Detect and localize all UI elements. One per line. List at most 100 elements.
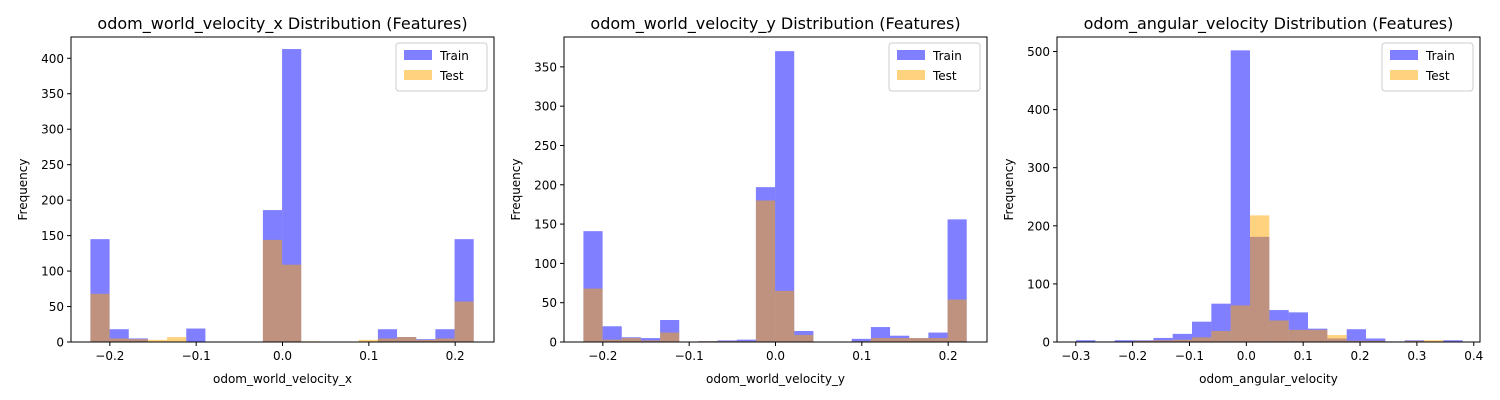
y-tick-label: 100: [41, 265, 64, 279]
histogram-bar: [1346, 329, 1367, 342]
y-tick-label: 400: [41, 52, 64, 66]
histogram-bar: [755, 200, 776, 342]
series-test: [90, 239, 474, 342]
histogram-bar: [1172, 333, 1193, 342]
y-tick-label: 50: [542, 296, 557, 310]
histogram-bar: [1114, 340, 1135, 342]
histogram-bar: [1153, 337, 1173, 342]
y-tick-label: 0: [549, 336, 557, 350]
y-tick-label: 350: [41, 87, 64, 101]
histogram-bar: [947, 299, 967, 342]
y-tick-label: 350: [534, 60, 557, 74]
y-tick-label: 150: [534, 218, 557, 232]
legend-label-train: Train: [439, 49, 469, 63]
histogram-bar: [1443, 340, 1463, 342]
legend-label-train: Train: [1425, 49, 1455, 63]
legend-swatch-test: [404, 70, 432, 80]
y-tick-label: 200: [1027, 219, 1050, 233]
histogram-bar: [435, 338, 455, 342]
x-axis-label: odom_angular_velocity: [1199, 372, 1338, 386]
histogram-bar: [397, 337, 417, 342]
chart-title: odom_world_velocity_x Distribution (Feat…: [97, 14, 467, 34]
x-tick-label: 0.1: [359, 349, 378, 363]
legend-swatch-train: [404, 50, 432, 60]
histogram-bar: [583, 288, 603, 342]
x-tick-label: 0.2: [939, 349, 958, 363]
x-axis-label: odom_world_velocity_y: [706, 372, 845, 386]
x-tick-label: −0.1: [1175, 349, 1204, 363]
y-tick-label: 300: [1027, 161, 1050, 175]
y-tick-label: 150: [41, 229, 64, 243]
x-tick-label: 0.0: [1237, 349, 1256, 363]
histogram-bar: [640, 338, 661, 342]
x-tick-label: 0.3: [1407, 349, 1426, 363]
histogram-bar: [928, 338, 948, 342]
y-tick-label: 100: [534, 257, 557, 271]
x-tick-label: −0.1: [182, 349, 211, 363]
y-axis-label: Frequency: [509, 159, 523, 221]
legend: Train Test: [888, 42, 981, 92]
histogram-bar: [1288, 329, 1309, 342]
y-axis-label: Frequency: [16, 159, 30, 221]
histogram-bar: [890, 338, 910, 342]
series-test: [1134, 215, 1463, 342]
chart-title: odom_world_velocity_y Distribution (Feat…: [590, 14, 960, 34]
histogram-bar: [377, 338, 398, 342]
histogram-bar: [621, 338, 641, 342]
histogram-bar: [416, 339, 436, 342]
histogram-bar: [660, 332, 680, 342]
histogram-bar: [109, 338, 129, 342]
histogram-bar: [794, 334, 814, 342]
y-tick-label: 100: [1027, 277, 1050, 291]
histogram-bar: [928, 332, 948, 342]
y-tick-label: 250: [41, 158, 64, 172]
histogram-bar: [602, 326, 622, 342]
x-tick-label: −0.3: [1061, 349, 1090, 363]
x-tick-label: −0.1: [675, 349, 704, 363]
chart-title: odom_angular_velocity Distribution (Feat…: [1084, 14, 1454, 34]
y-axis-label: Frequency: [1002, 159, 1016, 221]
histogram-bar: [147, 339, 168, 342]
histogram-bar: [870, 338, 891, 342]
legend-label-test: Test: [1425, 69, 1450, 83]
x-tick-label: 0.1: [852, 349, 871, 363]
histogram-bar: [1269, 320, 1289, 342]
x-tick-label: 0.0: [766, 349, 785, 363]
y-tick-label: 400: [1027, 103, 1050, 117]
y-tick-label: 200: [534, 178, 557, 192]
histogram-bar: [1250, 215, 1270, 342]
x-tick-label: −0.2: [588, 349, 617, 363]
x-tick-label: −0.2: [1118, 349, 1147, 363]
x-axis-label: odom_world_velocity_x: [213, 372, 352, 386]
legend-label-train: Train: [932, 49, 962, 63]
histogram-bar: [909, 338, 929, 342]
histogram-bar: [90, 293, 110, 342]
histogram-bar: [1327, 335, 1347, 342]
chart-panel-2: −0.2 −0.1 0.0 0.1 0.2 0 50 100 150 200 250 300 350 od…: [509, 14, 988, 386]
x-tick-label: 0.0: [273, 349, 292, 363]
histogram-bar: [1134, 340, 1154, 342]
histogram-bar: [736, 339, 756, 342]
y-tick-label: 300: [534, 100, 557, 114]
histogram-bar: [851, 338, 871, 342]
chart-panel-1: −0.2 −0.1 0.0 0.1 0.2 0 50 100 150 200 250 300 350 40…: [16, 14, 495, 386]
legend: Train Test: [1381, 42, 1474, 92]
y-tick-label: 500: [1027, 45, 1050, 59]
histogram-bar: [775, 51, 795, 343]
series-test: [583, 200, 967, 342]
histogram-bar: [128, 339, 148, 342]
histogram-bar: [1308, 329, 1328, 342]
legend: Train Test: [395, 42, 488, 92]
x-tick-label: 0.1: [1294, 349, 1313, 363]
legend-label-test: Test: [932, 69, 957, 83]
histogram-bar: [186, 328, 206, 342]
legend-swatch-train: [897, 50, 925, 60]
y-tick-label: 50: [49, 300, 64, 314]
y-tick-label: 300: [41, 123, 64, 137]
histogram-bar: [640, 340, 661, 342]
x-tick-label: 0.2: [446, 349, 465, 363]
histogram-bar: [1172, 339, 1193, 342]
axes-frame: [1056, 36, 1481, 343]
histogram-bar: [1366, 340, 1386, 342]
